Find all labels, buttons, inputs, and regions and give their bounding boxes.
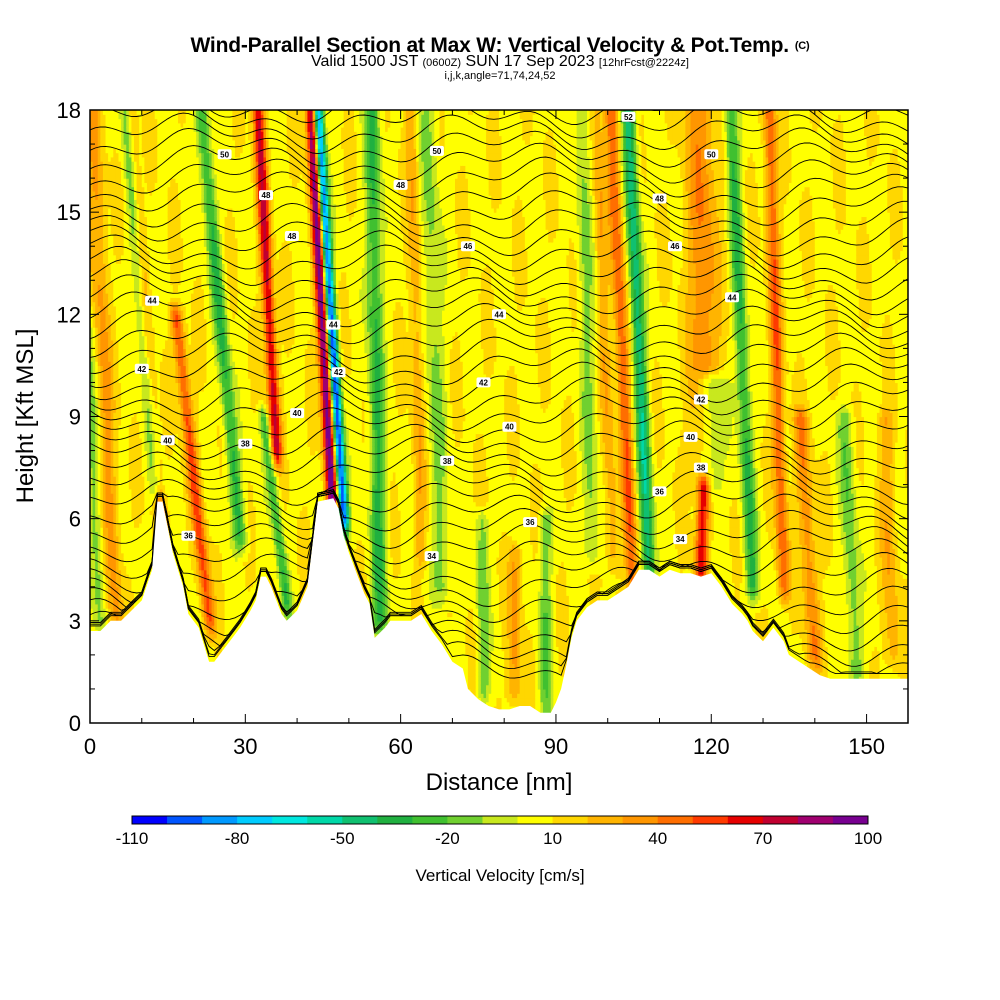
- cross-section-chart: 504848444442 424040 3836504846444240383634…: [0, 0, 1000, 1000]
- velocity-field: [90, 110, 909, 724]
